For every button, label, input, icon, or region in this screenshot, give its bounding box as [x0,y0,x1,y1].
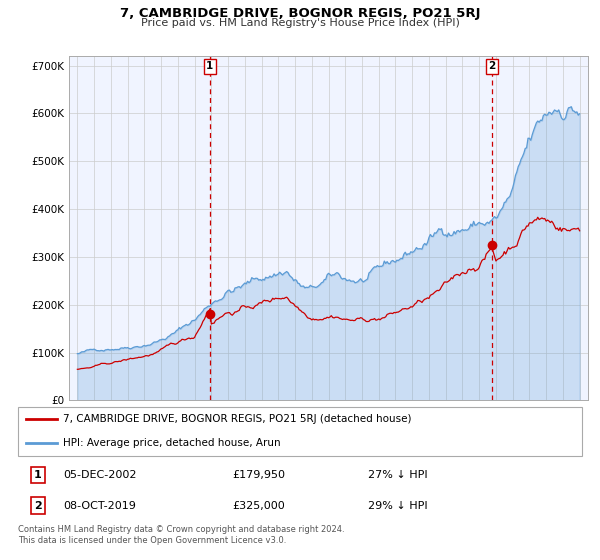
Text: 7, CAMBRIDGE DRIVE, BOGNOR REGIS, PO21 5RJ (detached house): 7, CAMBRIDGE DRIVE, BOGNOR REGIS, PO21 5… [63,414,412,424]
Text: 7, CAMBRIDGE DRIVE, BOGNOR REGIS, PO21 5RJ: 7, CAMBRIDGE DRIVE, BOGNOR REGIS, PO21 5… [120,7,480,20]
Text: 05-DEC-2002: 05-DEC-2002 [63,470,137,480]
Text: 2: 2 [488,61,496,71]
Text: 08-OCT-2019: 08-OCT-2019 [63,501,136,511]
Text: HPI: Average price, detached house, Arun: HPI: Average price, detached house, Arun [63,437,281,447]
Text: 1: 1 [34,470,41,480]
Text: Price paid vs. HM Land Registry's House Price Index (HPI): Price paid vs. HM Land Registry's House … [140,18,460,29]
Text: Contains HM Land Registry data © Crown copyright and database right 2024.
This d: Contains HM Land Registry data © Crown c… [18,525,344,545]
Text: 27% ↓ HPI: 27% ↓ HPI [368,470,427,480]
Text: £179,950: £179,950 [232,470,286,480]
Text: 1: 1 [206,61,214,71]
Text: 2: 2 [34,501,41,511]
Text: 29% ↓ HPI: 29% ↓ HPI [368,501,427,511]
Text: £325,000: £325,000 [232,501,285,511]
